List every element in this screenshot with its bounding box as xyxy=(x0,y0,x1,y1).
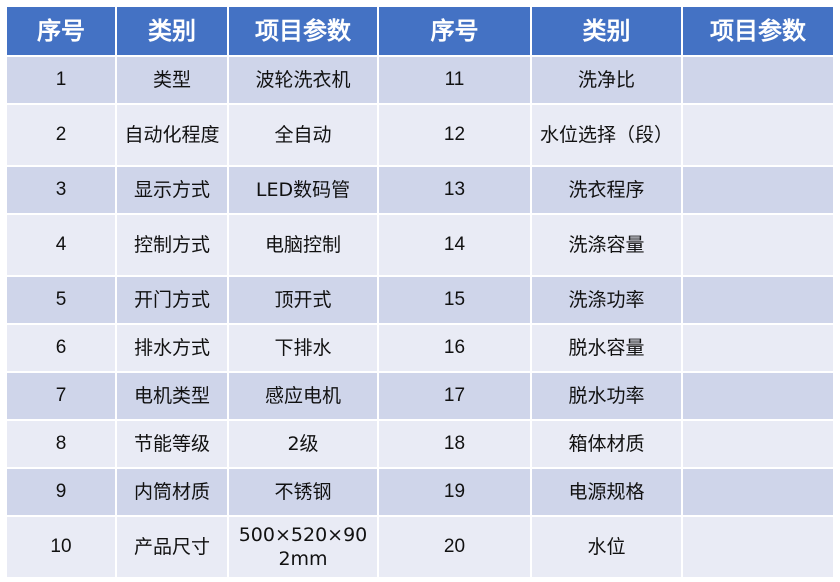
header-category-1: 类别 xyxy=(115,5,229,57)
row-category: 电源规格 xyxy=(530,467,683,517)
row-category: 水位选择（段） xyxy=(530,103,683,167)
row-index: 14 xyxy=(377,213,532,277)
table-row: 2 自动化程度 全自动 12 水位选择（段） xyxy=(5,103,835,167)
row-parameter-empty xyxy=(681,419,835,469)
table-row: 9 内筒材质 不锈钢 19 电源规格 xyxy=(5,467,835,517)
row-parameter-empty xyxy=(681,323,835,373)
row-parameter-empty xyxy=(681,103,835,167)
table-row: 6 排水方式 下排水 16 脱水容量 xyxy=(5,323,835,373)
row-parameter-empty xyxy=(681,213,835,277)
row-category: 内筒材质 xyxy=(115,467,229,517)
row-parameter: 不锈钢 xyxy=(227,467,379,517)
header-parameter-1: 项目参数 xyxy=(227,5,379,57)
row-parameter-empty xyxy=(681,467,835,517)
row-category: 脱水容量 xyxy=(530,323,683,373)
row-index: 15 xyxy=(377,275,532,325)
row-parameter-empty xyxy=(681,371,835,421)
row-parameter: 全自动 xyxy=(227,103,379,167)
row-parameter: 下排水 xyxy=(227,323,379,373)
header-index-2: 序号 xyxy=(377,5,532,57)
row-category: 箱体材质 xyxy=(530,419,683,469)
table-row: 4 控制方式 电脑控制 14 洗涤容量 xyxy=(5,213,835,277)
table-row: 8 节能等级 2级 18 箱体材质 xyxy=(5,419,835,469)
row-index: 9 xyxy=(5,467,117,517)
row-parameter-empty xyxy=(681,55,835,105)
row-category: 洗涤容量 xyxy=(530,213,683,277)
row-parameter: 电脑控制 xyxy=(227,213,379,277)
row-index: 5 xyxy=(5,275,117,325)
header-category-2: 类别 xyxy=(530,5,683,57)
row-parameter: 感应电机 xyxy=(227,371,379,421)
washer-spec-table: 序号 类别 项目参数 序号 类别 项目参数 1 类型 波轮洗衣机 11 洗净比 … xyxy=(5,5,835,579)
row-index: 3 xyxy=(5,165,117,215)
row-parameter: 顶开式 xyxy=(227,275,379,325)
row-index: 18 xyxy=(377,419,532,469)
row-category: 自动化程度 xyxy=(115,103,229,167)
row-category: 控制方式 xyxy=(115,213,229,277)
table-row: 7 电机类型 感应电机 17 脱水功率 xyxy=(5,371,835,421)
row-category: 开门方式 xyxy=(115,275,229,325)
table-row: 10 产品尺寸 500×520×902mm 20 水位 xyxy=(5,515,835,579)
row-index: 6 xyxy=(5,323,117,373)
row-index: 12 xyxy=(377,103,532,167)
row-category: 类型 xyxy=(115,55,229,105)
row-category: 水位 xyxy=(530,515,683,579)
row-category: 洗衣程序 xyxy=(530,165,683,215)
row-parameter-empty xyxy=(681,165,835,215)
row-category: 显示方式 xyxy=(115,165,229,215)
header-parameter-2: 项目参数 xyxy=(681,5,835,57)
row-parameter: LED数码管 xyxy=(227,165,379,215)
table-row: 5 开门方式 顶开式 15 洗涤功率 xyxy=(5,275,835,325)
table-row: 3 显示方式 LED数码管 13 洗衣程序 xyxy=(5,165,835,215)
row-parameter-empty xyxy=(681,515,835,579)
row-index: 16 xyxy=(377,323,532,373)
row-category: 电机类型 xyxy=(115,371,229,421)
row-index: 17 xyxy=(377,371,532,421)
row-index: 20 xyxy=(377,515,532,579)
row-category: 洗涤功率 xyxy=(530,275,683,325)
row-index: 4 xyxy=(5,213,117,277)
row-index: 11 xyxy=(377,55,532,105)
row-category: 洗净比 xyxy=(530,55,683,105)
table-row: 1 类型 波轮洗衣机 11 洗净比 xyxy=(5,55,835,105)
row-category: 节能等级 xyxy=(115,419,229,469)
row-index: 7 xyxy=(5,371,117,421)
row-category: 产品尺寸 xyxy=(115,515,229,579)
row-index: 13 xyxy=(377,165,532,215)
row-index: 10 xyxy=(5,515,117,579)
row-index: 8 xyxy=(5,419,117,469)
header-row: 序号 类别 项目参数 序号 类别 项目参数 xyxy=(5,5,835,57)
row-parameter: 500×520×902mm xyxy=(227,515,379,579)
header-index-1: 序号 xyxy=(5,5,117,57)
row-parameter: 2级 xyxy=(227,419,379,469)
row-index: 19 xyxy=(377,467,532,517)
row-index: 1 xyxy=(5,55,117,105)
row-parameter: 波轮洗衣机 xyxy=(227,55,379,105)
row-index: 2 xyxy=(5,103,117,167)
row-parameter-empty xyxy=(681,275,835,325)
row-category: 排水方式 xyxy=(115,323,229,373)
row-category: 脱水功率 xyxy=(530,371,683,421)
